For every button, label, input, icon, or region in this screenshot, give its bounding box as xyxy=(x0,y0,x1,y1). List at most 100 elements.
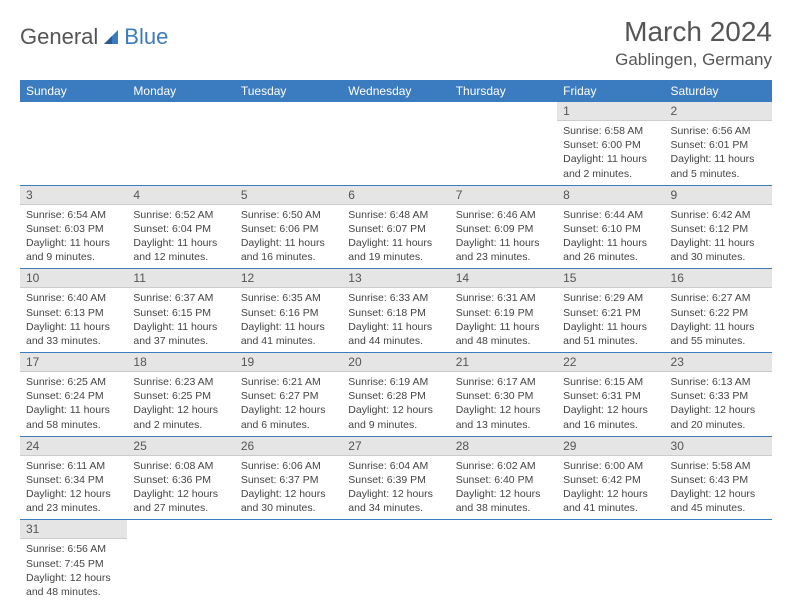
calendar-cell: 9Sunrise: 6:42 AMSunset: 6:12 PMDaylight… xyxy=(665,185,772,269)
sunset-text: Sunset: 6:13 PM xyxy=(26,306,121,320)
sunset-text: Sunset: 7:45 PM xyxy=(26,557,121,571)
sunrise-text: Sunrise: 6:37 AM xyxy=(133,291,228,305)
day-number: 5 xyxy=(235,186,342,205)
calendar-cell: 5Sunrise: 6:50 AMSunset: 6:06 PMDaylight… xyxy=(235,185,342,269)
daylight-text: Daylight: 11 hours and 41 minutes. xyxy=(241,320,336,348)
day-header: Monday xyxy=(127,80,234,102)
sunrise-text: Sunrise: 6:19 AM xyxy=(348,375,443,389)
sunrise-text: Sunrise: 6:56 AM xyxy=(26,542,121,556)
day-body: Sunrise: 6:08 AMSunset: 6:36 PMDaylight:… xyxy=(127,456,234,520)
calendar-cell: 22Sunrise: 6:15 AMSunset: 6:31 PMDayligh… xyxy=(557,353,664,437)
day-number: 24 xyxy=(20,437,127,456)
daylight-text: Daylight: 11 hours and 16 minutes. xyxy=(241,236,336,264)
sunset-text: Sunset: 6:21 PM xyxy=(563,306,658,320)
daylight-text: Daylight: 11 hours and 33 minutes. xyxy=(26,320,121,348)
sunset-text: Sunset: 6:10 PM xyxy=(563,222,658,236)
sunrise-text: Sunrise: 6:40 AM xyxy=(26,291,121,305)
logo-sail-icon xyxy=(102,28,122,46)
day-header-row: Sunday Monday Tuesday Wednesday Thursday… xyxy=(20,80,772,102)
sunset-text: Sunset: 6:22 PM xyxy=(671,306,766,320)
sunrise-text: Sunrise: 6:52 AM xyxy=(133,208,228,222)
daylight-text: Daylight: 12 hours and 16 minutes. xyxy=(563,403,658,431)
day-number: 13 xyxy=(342,269,449,288)
day-body: Sunrise: 6:35 AMSunset: 6:16 PMDaylight:… xyxy=(235,288,342,352)
day-body: Sunrise: 6:00 AMSunset: 6:42 PMDaylight:… xyxy=(557,456,664,520)
sunset-text: Sunset: 6:19 PM xyxy=(456,306,551,320)
daylight-text: Daylight: 12 hours and 13 minutes. xyxy=(456,403,551,431)
calendar-table: Sunday Monday Tuesday Wednesday Thursday… xyxy=(20,80,772,603)
daylight-text: Daylight: 12 hours and 27 minutes. xyxy=(133,487,228,515)
sunrise-text: Sunrise: 6:13 AM xyxy=(671,375,766,389)
sunset-text: Sunset: 6:43 PM xyxy=(671,473,766,487)
day-number: 15 xyxy=(557,269,664,288)
day-body: Sunrise: 6:29 AMSunset: 6:21 PMDaylight:… xyxy=(557,288,664,352)
sunrise-text: Sunrise: 6:33 AM xyxy=(348,291,443,305)
sunset-text: Sunset: 6:25 PM xyxy=(133,389,228,403)
sunset-text: Sunset: 6:01 PM xyxy=(671,138,766,152)
sunrise-text: Sunrise: 6:21 AM xyxy=(241,375,336,389)
logo: General Blue xyxy=(20,24,168,50)
calendar-cell: 26Sunrise: 6:06 AMSunset: 6:37 PMDayligh… xyxy=(235,436,342,520)
calendar-cell: 13Sunrise: 6:33 AMSunset: 6:18 PMDayligh… xyxy=(342,269,449,353)
daylight-text: Daylight: 11 hours and 30 minutes. xyxy=(671,236,766,264)
calendar-cell: 19Sunrise: 6:21 AMSunset: 6:27 PMDayligh… xyxy=(235,353,342,437)
day-number: 19 xyxy=(235,353,342,372)
calendar-cell: 12Sunrise: 6:35 AMSunset: 6:16 PMDayligh… xyxy=(235,269,342,353)
daylight-text: Daylight: 11 hours and 51 minutes. xyxy=(563,320,658,348)
calendar-cell xyxy=(127,520,234,603)
day-number: 2 xyxy=(665,102,772,121)
sunset-text: Sunset: 6:30 PM xyxy=(456,389,551,403)
daylight-text: Daylight: 12 hours and 30 minutes. xyxy=(241,487,336,515)
day-body: Sunrise: 6:50 AMSunset: 6:06 PMDaylight:… xyxy=(235,205,342,269)
day-number: 26 xyxy=(235,437,342,456)
calendar-cell: 18Sunrise: 6:23 AMSunset: 6:25 PMDayligh… xyxy=(127,353,234,437)
sunset-text: Sunset: 6:31 PM xyxy=(563,389,658,403)
header: General Blue March 2024 Gablingen, Germa… xyxy=(20,16,772,70)
calendar-cell: 6Sunrise: 6:48 AMSunset: 6:07 PMDaylight… xyxy=(342,185,449,269)
day-number: 22 xyxy=(557,353,664,372)
sunrise-text: Sunrise: 6:29 AM xyxy=(563,291,658,305)
daylight-text: Daylight: 12 hours and 48 minutes. xyxy=(26,571,121,599)
daylight-text: Daylight: 11 hours and 26 minutes. xyxy=(563,236,658,264)
calendar-cell: 3Sunrise: 6:54 AMSunset: 6:03 PMDaylight… xyxy=(20,185,127,269)
sunset-text: Sunset: 6:28 PM xyxy=(348,389,443,403)
calendar-row: 1Sunrise: 6:58 AMSunset: 6:00 PMDaylight… xyxy=(20,102,772,185)
sunset-text: Sunset: 6:09 PM xyxy=(456,222,551,236)
day-body: Sunrise: 6:21 AMSunset: 6:27 PMDaylight:… xyxy=(235,372,342,436)
day-body: Sunrise: 6:52 AMSunset: 6:04 PMDaylight:… xyxy=(127,205,234,269)
day-number: 8 xyxy=(557,186,664,205)
daylight-text: Daylight: 12 hours and 38 minutes. xyxy=(456,487,551,515)
day-body: Sunrise: 6:25 AMSunset: 6:24 PMDaylight:… xyxy=(20,372,127,436)
calendar-cell xyxy=(450,520,557,603)
day-header: Thursday xyxy=(450,80,557,102)
day-number: 29 xyxy=(557,437,664,456)
day-body: Sunrise: 6:11 AMSunset: 6:34 PMDaylight:… xyxy=(20,456,127,520)
sunrise-text: Sunrise: 6:25 AM xyxy=(26,375,121,389)
sunrise-text: Sunrise: 5:58 AM xyxy=(671,459,766,473)
calendar-cell xyxy=(235,520,342,603)
sunset-text: Sunset: 6:03 PM xyxy=(26,222,121,236)
day-body: Sunrise: 6:56 AMSunset: 7:45 PMDaylight:… xyxy=(20,539,127,603)
day-body: Sunrise: 6:54 AMSunset: 6:03 PMDaylight:… xyxy=(20,205,127,269)
calendar-cell: 31Sunrise: 6:56 AMSunset: 7:45 PMDayligh… xyxy=(20,520,127,603)
calendar-cell xyxy=(665,520,772,603)
day-body: Sunrise: 6:02 AMSunset: 6:40 PMDaylight:… xyxy=(450,456,557,520)
sunrise-text: Sunrise: 6:17 AM xyxy=(456,375,551,389)
day-number: 16 xyxy=(665,269,772,288)
sunrise-text: Sunrise: 6:00 AM xyxy=(563,459,658,473)
calendar-cell: 27Sunrise: 6:04 AMSunset: 6:39 PMDayligh… xyxy=(342,436,449,520)
daylight-text: Daylight: 11 hours and 19 minutes. xyxy=(348,236,443,264)
calendar-row: 10Sunrise: 6:40 AMSunset: 6:13 PMDayligh… xyxy=(20,269,772,353)
day-number: 6 xyxy=(342,186,449,205)
daylight-text: Daylight: 12 hours and 23 minutes. xyxy=(26,487,121,515)
calendar-cell: 24Sunrise: 6:11 AMSunset: 6:34 PMDayligh… xyxy=(20,436,127,520)
sunset-text: Sunset: 6:42 PM xyxy=(563,473,658,487)
sunset-text: Sunset: 6:34 PM xyxy=(26,473,121,487)
day-body: Sunrise: 6:46 AMSunset: 6:09 PMDaylight:… xyxy=(450,205,557,269)
calendar-cell: 10Sunrise: 6:40 AMSunset: 6:13 PMDayligh… xyxy=(20,269,127,353)
day-number: 25 xyxy=(127,437,234,456)
day-header: Sunday xyxy=(20,80,127,102)
calendar-cell: 25Sunrise: 6:08 AMSunset: 6:36 PMDayligh… xyxy=(127,436,234,520)
sunset-text: Sunset: 6:00 PM xyxy=(563,138,658,152)
day-body: Sunrise: 6:56 AMSunset: 6:01 PMDaylight:… xyxy=(665,121,772,185)
